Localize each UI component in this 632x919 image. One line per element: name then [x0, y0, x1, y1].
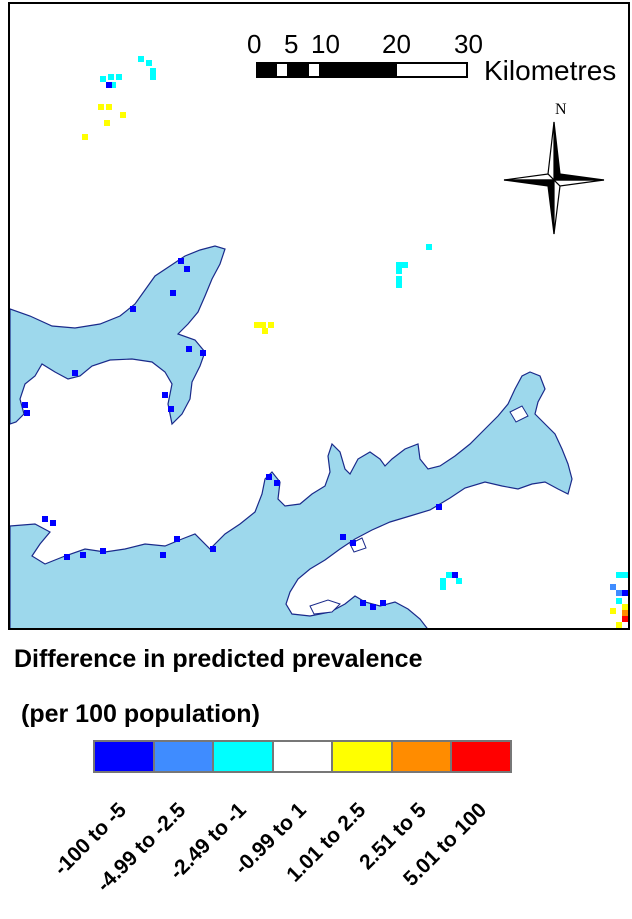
north-arrow-icon: [503, 121, 605, 235]
map-panel: 0 5 10 20 30 Kilometres N: [8, 2, 630, 630]
island: [349, 537, 367, 553]
prevalence-cell: [98, 104, 104, 110]
scale-unit-label: Kilometres: [484, 55, 617, 86]
prevalence-cell: [150, 74, 156, 80]
prevalence-cell: [628, 622, 630, 628]
prevalence-cell: [170, 290, 176, 296]
scale-tick-label: 0: [247, 29, 262, 59]
prevalence-cell: [402, 262, 408, 268]
prevalence-cell: [628, 616, 630, 622]
prevalence-cell: [610, 608, 616, 614]
island: [509, 405, 529, 423]
prevalence-cell: [186, 346, 192, 352]
prevalence-cell: [380, 600, 386, 606]
island: [309, 599, 341, 615]
legend-swatch: [392, 742, 453, 771]
prevalence-cell: [100, 548, 106, 554]
legend-swatch: [154, 742, 215, 771]
prevalence-cell: [440, 578, 446, 584]
prevalence-cell: [350, 540, 356, 546]
prevalence-cell: [274, 480, 280, 486]
prevalence-cell: [452, 572, 458, 578]
prevalence-cell: [446, 572, 452, 578]
legend-swatch: [273, 742, 334, 771]
prevalence-cell: [82, 134, 88, 140]
prevalence-cell: [262, 328, 268, 334]
prevalence-cell: [616, 598, 622, 604]
legend-color-bar: [93, 740, 512, 773]
prevalence-cell: [622, 572, 628, 578]
prevalence-cell: [116, 74, 122, 80]
prevalence-cell: [100, 76, 106, 82]
scale-bar-graphic: [256, 62, 468, 78]
prevalence-cell: [610, 584, 616, 590]
prevalence-cell: [50, 520, 56, 526]
prevalence-cell: [130, 306, 136, 312]
prevalence-cell: [110, 82, 116, 88]
prevalence-cell: [162, 392, 168, 398]
prevalence-cell: [396, 282, 402, 288]
prevalence-cell: [104, 120, 110, 126]
prevalence-cell: [628, 590, 630, 596]
prevalence-cell: [622, 590, 628, 596]
prevalence-cell: [396, 268, 402, 274]
water-body-upper: [10, 245, 226, 426]
prevalence-cell: [174, 536, 180, 542]
legend-swatch: [333, 742, 393, 771]
prevalence-cell: [106, 82, 112, 88]
prevalence-cell: [106, 104, 112, 110]
prevalence-cell: [266, 474, 272, 480]
prevalence-cell: [200, 350, 206, 356]
scale-tick-label: 30: [454, 29, 483, 59]
prevalence-cell: [72, 370, 78, 376]
map-canvas: [10, 56, 630, 628]
prevalence-cell: [42, 516, 48, 522]
prevalence-cell: [254, 322, 260, 328]
prevalence-cell: [622, 616, 628, 622]
prevalence-cell: [340, 534, 346, 540]
prevalence-cell: [64, 554, 70, 560]
prevalence-cell: [370, 604, 376, 610]
prevalence-cell: [396, 262, 402, 268]
prevalence-cell: [616, 622, 622, 628]
prevalence-cell: [616, 572, 622, 578]
prevalence-cell: [622, 604, 628, 610]
prevalence-cell: [184, 266, 190, 272]
prevalence-cell: [268, 322, 274, 328]
scale-tick-label: 20: [382, 29, 411, 59]
prevalence-cell: [360, 600, 366, 606]
scale-tick-label: 10: [311, 29, 340, 59]
prevalence-cell: [628, 604, 630, 610]
legend-swatch: [452, 742, 511, 771]
prevalence-cell: [146, 60, 152, 66]
prevalence-cell: [24, 410, 30, 416]
prevalence-cell: [168, 406, 174, 412]
prevalence-cell: [622, 610, 628, 616]
prevalence-cell: [150, 68, 156, 74]
scale-tick-label: 5: [284, 29, 299, 59]
prevalence-cell: [426, 244, 432, 250]
prevalence-cell: [210, 546, 216, 552]
prevalence-cell: [440, 584, 446, 590]
prevalence-cell: [260, 322, 266, 328]
legend-swatch: [95, 742, 155, 771]
prevalence-cell: [80, 552, 86, 558]
prevalence-cell: [160, 552, 166, 558]
legend-swatch: [214, 742, 274, 771]
prevalence-cell: [396, 276, 402, 282]
prevalence-cell: [616, 590, 622, 596]
prevalence-cell: [120, 112, 126, 118]
north-label: N: [555, 101, 567, 118]
prevalence-cell: [22, 402, 28, 408]
prevalence-pixels: [22, 56, 630, 628]
prevalence-cell: [108, 74, 114, 80]
water-body-lower: [10, 371, 573, 628]
prevalence-cell: [138, 56, 144, 62]
prevalence-cell: [456, 578, 462, 584]
prevalence-cell: [178, 258, 184, 264]
prevalence-cell: [436, 504, 442, 510]
legend-title: Difference in predicted prevalence: [14, 645, 423, 673]
legend-subtitle: (per 100 population): [21, 700, 260, 728]
